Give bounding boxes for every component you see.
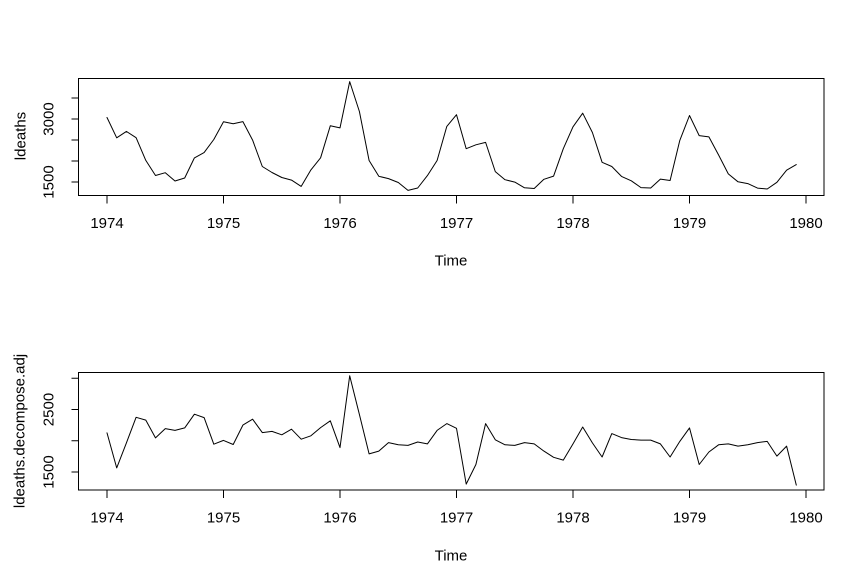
top-plot-x-axis-title: Time <box>434 252 468 270</box>
x-tick-label: 1975 <box>207 510 240 527</box>
ldeaths-decompose-adj-plot-box <box>78 372 825 491</box>
ldeaths-plot-series-line <box>106 81 797 191</box>
x-tick-label: 1976 <box>323 510 356 527</box>
y-tick-label: 1500 <box>41 455 58 488</box>
x-tick-label: 1980 <box>789 510 822 527</box>
ldeaths-plot-box <box>78 78 825 196</box>
x-tick-label: 1974 <box>90 215 123 232</box>
top-plot-y-axis-title: ldeaths <box>12 111 30 161</box>
bottom-plot-y-axis-title: ldeaths.decompose.adj <box>11 353 29 509</box>
x-tick-label: 1979 <box>673 510 706 527</box>
y-tick-label: 3000 <box>41 102 58 135</box>
ldeaths-decompose-adj-plot-series-line <box>106 375 797 486</box>
y-tick-label: 2500 <box>41 393 58 426</box>
x-tick-label: 1974 <box>90 510 123 527</box>
bottom-plot-x-axis-title: Time <box>434 547 468 565</box>
y-tick-label: 1500 <box>41 165 58 198</box>
x-tick-label: 1976 <box>323 215 356 232</box>
x-tick-label: 1977 <box>440 215 473 232</box>
x-tick-label: 1978 <box>556 215 589 232</box>
x-tick-label: 1978 <box>556 510 589 527</box>
x-tick-label: 1980 <box>789 215 822 232</box>
x-tick-label: 1979 <box>673 215 706 232</box>
x-tick-label: 1975 <box>207 215 240 232</box>
x-tick-label: 1977 <box>440 510 473 527</box>
